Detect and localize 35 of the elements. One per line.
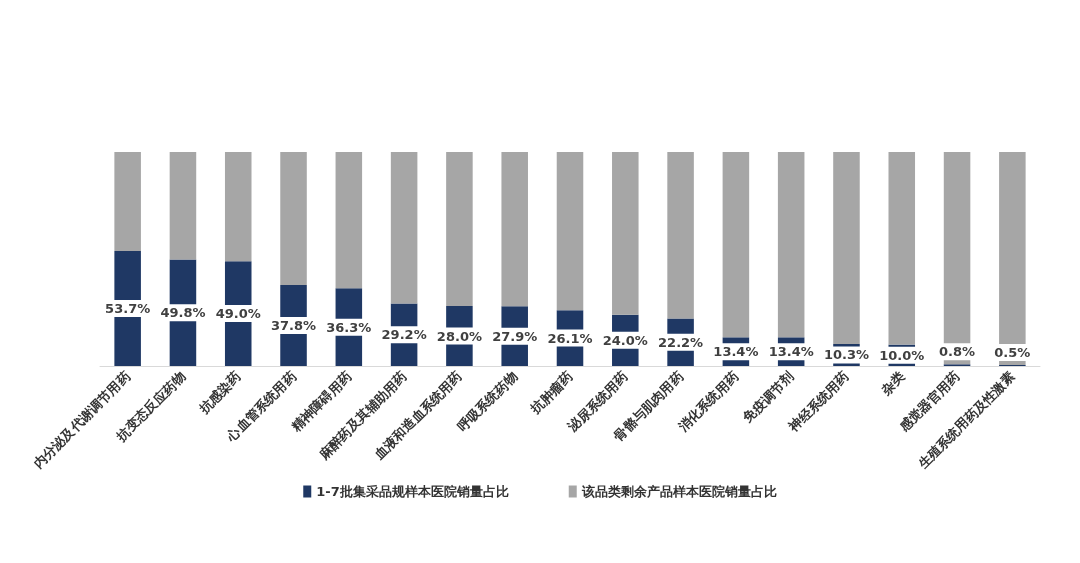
bar [777, 152, 805, 338]
bar [169, 152, 197, 260]
x-tick-label: 杂类 [877, 368, 908, 399]
bar [556, 152, 584, 311]
data-label: 28.0% [436, 328, 482, 344]
bar [667, 152, 694, 319]
data-label: 26.1% [547, 330, 593, 346]
data-label: 13.4% [768, 344, 814, 360]
data-label: 10.3% [823, 347, 870, 363]
bar [501, 152, 528, 307]
data-label: 24.0% [602, 332, 648, 348]
bar [114, 152, 141, 252]
data-label: 49.8% [160, 305, 206, 321]
legend-label: 该品类剩余产品样本医院销量占比 [580, 484, 777, 499]
data-label: 53.7% [105, 301, 151, 317]
bar [335, 152, 363, 289]
data-label: 29.2% [381, 327, 427, 343]
data-label: 36.3% [326, 319, 372, 335]
x-tick-label: 抗感染药 [195, 368, 244, 417]
data-label: 0.5% [994, 344, 1031, 360]
data-label: 0.8% [939, 344, 976, 360]
data-label: 37.8% [270, 318, 317, 334]
data-label: 13.4% [713, 344, 759, 360]
bar [390, 152, 418, 304]
bar [722, 152, 750, 338]
bar [446, 152, 473, 307]
bar [612, 152, 639, 315]
bar [280, 152, 307, 286]
data-label: 49.0% [215, 306, 261, 322]
data-label: 27.9% [492, 328, 538, 344]
data-label: 10.0% [879, 347, 925, 363]
x-tick-label: 抗肿瘤药 [527, 368, 576, 417]
bar [224, 152, 252, 262]
legend-label: 1-7批集采品规样本医院销量占比 [316, 484, 509, 499]
data-label: 22.2% [658, 334, 704, 350]
